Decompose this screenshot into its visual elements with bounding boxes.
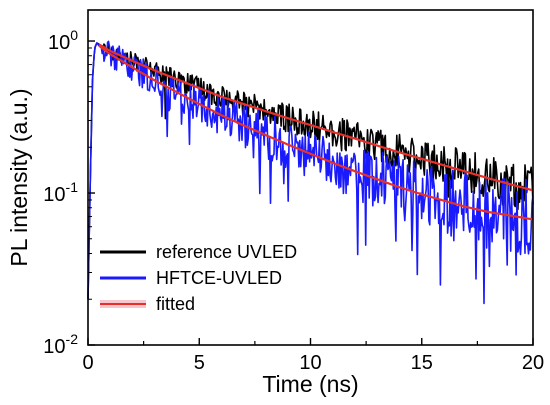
y-tick-label: 100 [48,27,78,54]
x-tick-label: 15 [411,352,433,374]
y-tick-label: 10-2 [43,331,78,358]
fitted-curve-1 [98,43,534,192]
x-tick-label: 10 [299,352,321,374]
legend: reference UVLED HFTCE-UVLED fitted [100,242,297,314]
x-tick-label: 20 [522,352,544,374]
axis-ticks [87,40,534,346]
x-tick-label: 5 [194,352,205,374]
plot-series [87,40,534,305]
legend-label: reference UVLED [156,242,297,262]
y-axis-title: PL intensity (a.u.) [6,88,32,266]
axis-tick-labels: 0 5 10 15 20 100 10-1 10-2 [43,27,544,374]
y-tick-label: 10-1 [43,179,78,206]
series-reference-uvled [87,42,534,300]
legend-label: HFTCE-UVLED [156,268,282,288]
legend-label: fitted [156,294,195,314]
x-tick-label: 0 [82,352,93,374]
x-axis-title: Time (ns) [262,371,358,397]
fitted-curve-2 [98,44,534,221]
